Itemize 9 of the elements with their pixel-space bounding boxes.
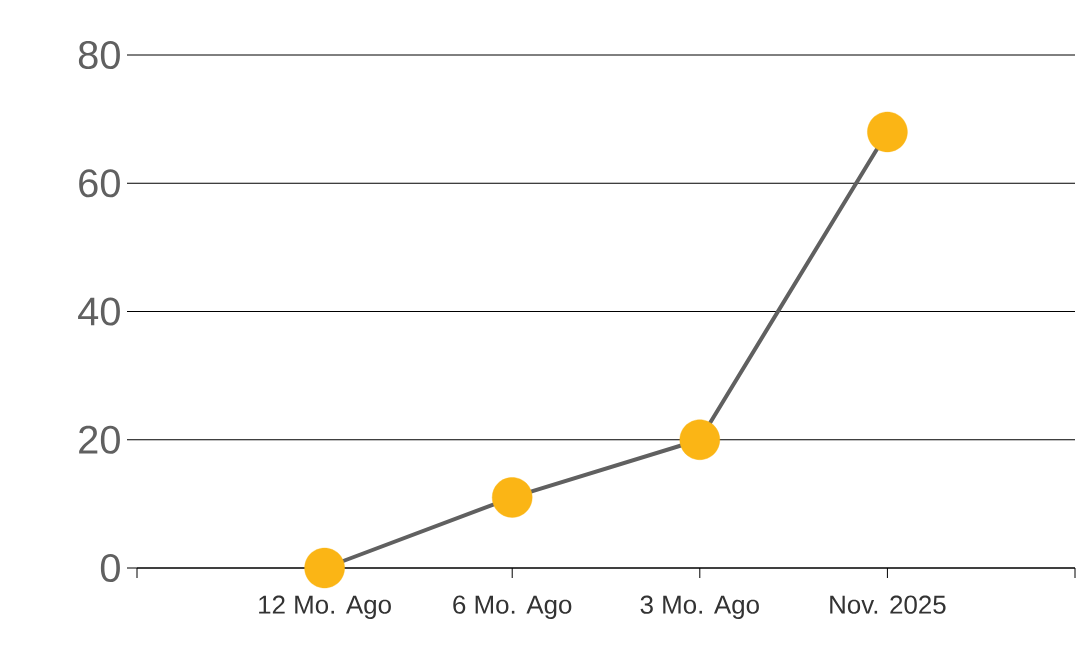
y-tick-label: 80	[78, 40, 120, 70]
y-tick-label: 0	[100, 553, 120, 583]
x-tick-label: 6 Mo. Ago	[453, 595, 572, 619]
x-tick-label: Nov. 2025	[830, 595, 946, 614]
y-tick-label: 40	[78, 297, 120, 326]
y-tick-label: 60	[79, 169, 120, 198]
x-tick-label: 12 Mo. Ago	[259, 595, 391, 619]
y-tick-label: 20	[79, 425, 120, 454]
x-tick-label: 3 Mo. Ago	[640, 595, 759, 619]
